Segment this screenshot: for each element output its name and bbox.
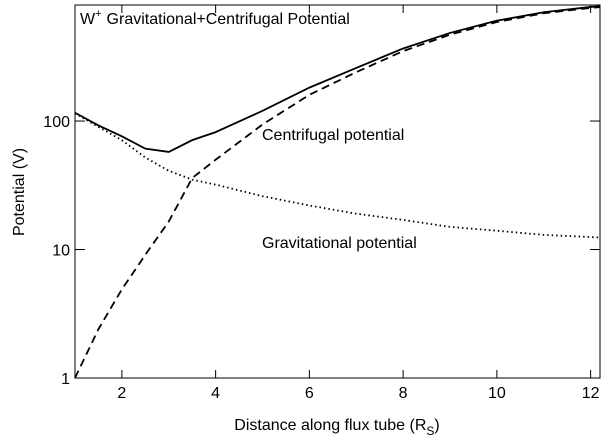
chart-title: W+ Gravitational+Centrifugal Potential — [80, 8, 350, 28]
title-base: W — [80, 11, 96, 28]
y-tick-label: 1 — [61, 371, 70, 388]
x-label-suffix: ) — [434, 417, 439, 434]
series-line — [74, 5, 601, 153]
x-tick-label: 2 — [117, 385, 126, 402]
series-line — [74, 112, 601, 239]
x-axis-label: Distance along flux tube (RS) — [234, 417, 439, 438]
x-tick-label: 8 — [399, 385, 408, 402]
y-tick-label: 100 — [43, 114, 70, 131]
x-tick-label: 12 — [582, 385, 600, 402]
title-superscript: + — [95, 8, 101, 20]
x-tick-label: 10 — [488, 385, 506, 402]
x-tick-label: 4 — [211, 385, 220, 402]
title-text: Gravitational+Centrifugal Potential — [107, 11, 350, 28]
series-annotation: Centrifugal potential — [262, 127, 404, 144]
x-label-subscript: S — [426, 424, 434, 438]
series-line — [74, 6, 601, 379]
plot-frame — [74, 4, 601, 379]
series-annotation: Gravitational potential — [262, 235, 417, 252]
x-tick-label: 6 — [305, 385, 314, 402]
y-tick-label: 10 — [52, 243, 70, 260]
x-label-text: Distance along flux tube (R — [234, 417, 426, 434]
y-axis-label: Potential (V) — [11, 148, 28, 236]
